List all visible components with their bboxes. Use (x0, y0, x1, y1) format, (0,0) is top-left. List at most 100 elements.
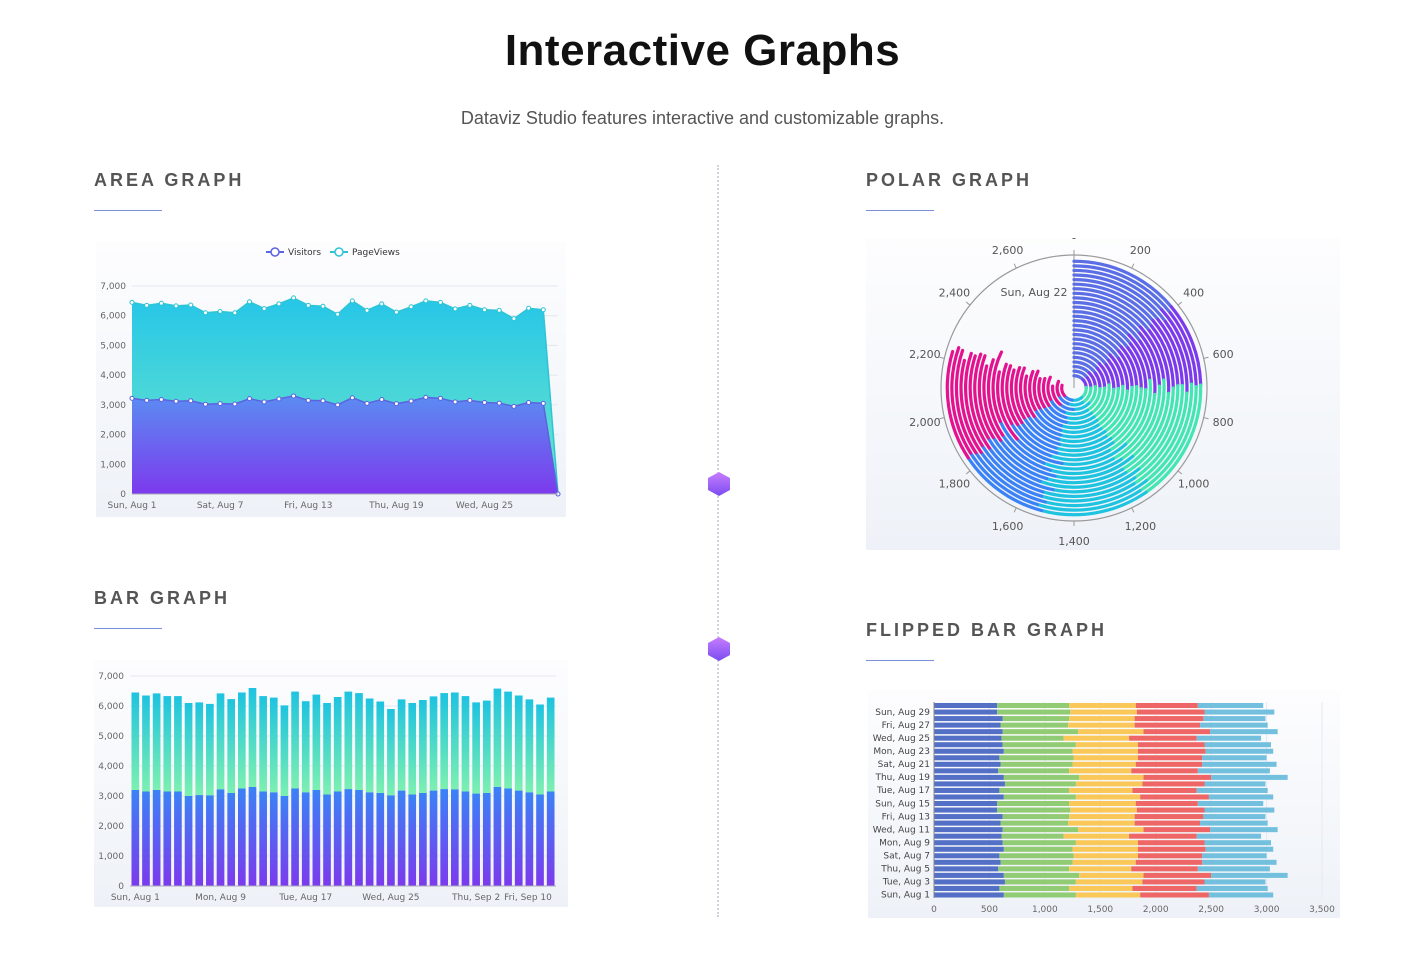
polar-bar-segment (1169, 305, 1203, 387)
bar-pageviews (461, 696, 470, 792)
hexagon-icon (708, 637, 730, 661)
area-graph-underline (94, 210, 162, 211)
flipped-bar-segment (1003, 872, 1080, 878)
flipped-bar-segment (1075, 794, 1141, 800)
polar-bar-segment (1072, 319, 1130, 350)
flipped-bar-graph-panel[interactable]: 0 500 1,000 1,500 2,000 2,500 3,000 3,500 Sun, A… (868, 690, 1340, 918)
flipped-bar-segment (1136, 807, 1205, 813)
polar-bar-segment (1138, 385, 1198, 493)
area-visitors-point (320, 398, 326, 404)
flipped-bar-segment (1135, 801, 1198, 807)
bar-visitors (419, 793, 427, 886)
flipped-bar-segment (1134, 722, 1201, 728)
area-pageviews-point (217, 309, 223, 315)
area-x-tick: Wed, Aug 25 (456, 501, 513, 511)
area-x-tick: Fri, Aug 13 (284, 501, 332, 511)
bar-x-tick: Thu, Sep 2 (451, 893, 500, 903)
polar-bar-segment (1072, 264, 1172, 315)
polar-chart[interactable]: 0 200 400 600 800 1,000 1,200 1,400 1,600 1,800 2,… (866, 238, 1340, 550)
area-chart[interactable]: 0 1,000 2,000 3,000 4,000 5,000 6,000 7,000 Sun,… (96, 242, 566, 517)
area-pageviews-point (452, 306, 458, 312)
flipped-bar-segment (1202, 761, 1277, 767)
polar-bar-segment (1163, 319, 1189, 395)
flipped-bar-segment (1069, 801, 1136, 807)
polar-bar-segment (1041, 476, 1137, 499)
flipped-bar-segment (1001, 833, 1064, 839)
bar-pageviews (195, 702, 204, 796)
polar-angle-tick (1131, 263, 1135, 269)
flipped-y-tick: Tue, Aug 17 (876, 786, 930, 796)
polar-bar-segment (1132, 391, 1189, 486)
flipped-bar-segment (1069, 716, 1135, 722)
flipped-x-tick: 3,500 (1309, 905, 1335, 915)
area-y-tick: 6,000 (100, 312, 126, 322)
flipped-bar-segment (1000, 820, 1069, 826)
flipped-bar-chart[interactable]: 0 500 1,000 1,500 2,000 2,500 3,000 3,500 Sun, A… (868, 690, 1340, 918)
flipped-bar-segment (1069, 787, 1133, 793)
flipped-bar-segment (1069, 768, 1132, 774)
polar-bar-segment (1051, 467, 1141, 494)
bar-pageviews (312, 694, 321, 790)
polar-bar-segment (1103, 389, 1129, 434)
area-y-tick: 1,000 (100, 460, 126, 470)
polar-bar-segment (1129, 342, 1148, 392)
polar-bar-segment (1072, 277, 1160, 322)
bar-visitors (344, 789, 353, 886)
area-pageviews-point (232, 310, 238, 316)
area-graph-panel[interactable]: 0 1,000 2,000 3,000 4,000 5,000 6,000 7,000 Sun,… (96, 242, 566, 517)
bar-pageviews (493, 688, 502, 787)
area-visitors-point (158, 397, 164, 403)
bar-pageviews (248, 688, 257, 787)
polar-angle-tick (939, 417, 945, 420)
polar-bar-segment (1023, 374, 1036, 418)
polar-bar-segment (1138, 339, 1157, 396)
flipped-bar-segment (934, 827, 1003, 833)
flipped-bar-segment (1069, 885, 1133, 891)
flipped-bar-segment (1134, 820, 1201, 826)
flipped-bar-segment (1200, 820, 1268, 826)
bar-graph-panel[interactable]: 0 1,000 2,000 3,000 4,000 5,000 6,000 7,000 Sun,… (94, 660, 568, 907)
area-y-tick: 2,000 (100, 431, 126, 441)
flipped-bar-graph-title: FLIPPED BAR GRAPH (866, 620, 1108, 640)
polar-angle-tick (1131, 507, 1135, 513)
flipped-bar-segment (1143, 729, 1211, 735)
polar-bar-segment (1072, 314, 1133, 346)
bar-chart[interactable]: 0 1,000 2,000 3,000 4,000 5,000 6,000 7,000 Sun,… (94, 660, 568, 907)
flipped-bar-segment (1000, 859, 1073, 865)
polar-bar-segment (1072, 323, 1123, 349)
flipped-bar-segment (1070, 709, 1137, 715)
polar-bar-segment (979, 450, 1044, 498)
bar-pageviews (291, 691, 299, 789)
bar-y-tick: 7,000 (98, 672, 124, 682)
area-visitors-point (408, 398, 414, 404)
polar-angle-label: 1,000 (1178, 477, 1210, 490)
flipped-bar-segment (1003, 748, 1073, 754)
polar-bar-segment (1085, 376, 1093, 390)
area-y-tick: 4,000 (100, 371, 126, 381)
bar-pageviews (323, 703, 331, 795)
polar-bar-segment (945, 349, 970, 460)
polar-bar-segment (1055, 441, 1115, 457)
area-visitors-point (129, 395, 135, 401)
flipped-bar-segment (934, 735, 1002, 741)
bar-graph-underline (94, 628, 162, 629)
bar-visitors (248, 787, 257, 886)
polar-bar-segment (1168, 311, 1198, 389)
bar-x-tick: Wed, Aug 25 (362, 893, 419, 903)
polar-angle-tick (1203, 356, 1209, 359)
polar-bar-segment (1144, 382, 1194, 483)
flipped-x-tick: 3,000 (1254, 905, 1280, 915)
flipped-bar-segment (1003, 774, 1080, 780)
bar-pageviews (152, 693, 161, 790)
area-visitors-point (276, 396, 282, 402)
polar-angle-label: 2,000 (909, 416, 941, 429)
polar-graph-panel[interactable]: 0 200 400 600 800 1,000 1,200 1,400 1,600 1,800 2,… (866, 238, 1340, 550)
bar-pageviews (387, 709, 395, 796)
area-visitors-point (437, 395, 443, 401)
bar-pageviews (504, 691, 512, 789)
flipped-bar-segment (1075, 879, 1143, 885)
polar-bar-segment (982, 364, 1003, 442)
flipped-y-tick: Fri, Aug 13 (882, 812, 930, 822)
area-graph-title: AREA GRAPH (94, 170, 245, 190)
timeline-divider (717, 165, 719, 917)
